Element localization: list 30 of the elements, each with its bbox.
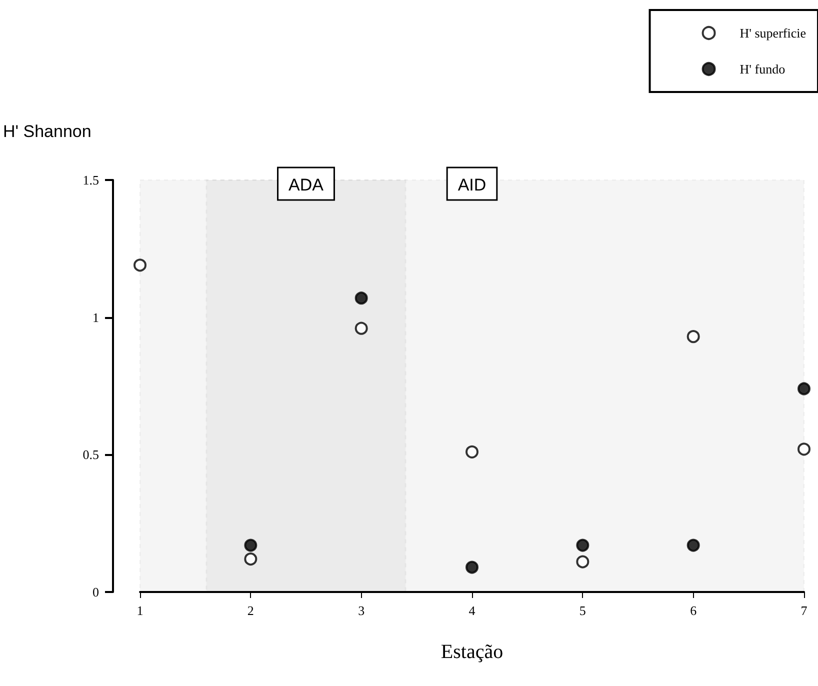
x-tick-label: 5 — [579, 603, 586, 618]
point — [576, 555, 590, 568]
point — [244, 552, 258, 566]
legend-label: H' superficie — [740, 26, 806, 40]
y-tick-label: 1.5 — [82, 172, 99, 188]
x-tick-label: 3 — [358, 603, 365, 618]
point — [576, 538, 590, 552]
y-axis-title: H' Shannon — [3, 122, 92, 141]
point — [686, 538, 700, 552]
x-axis-title: Estação — [440, 641, 504, 663]
legend-label: H' fundo — [740, 62, 786, 76]
band-label: AID — [458, 175, 486, 194]
point — [798, 382, 810, 396]
y-tick-label: 0.5 — [82, 447, 99, 462]
point — [466, 445, 478, 458]
point — [686, 330, 700, 344]
point — [466, 560, 478, 574]
point — [354, 322, 368, 335]
y-tick-label: 0 — [92, 584, 99, 600]
band-label: ADA — [288, 175, 324, 194]
point — [798, 442, 810, 456]
x-tick-label: 6 — [690, 603, 698, 618]
point — [134, 258, 146, 272]
x-tick-label: 1 — [136, 603, 144, 618]
point — [354, 292, 368, 305]
x-tick-label: 7 — [800, 603, 808, 618]
y-tick-label: 1 — [92, 310, 99, 325]
x-tick-label: 2 — [247, 603, 254, 618]
x-tick-label: 4 — [468, 603, 476, 618]
point — [244, 538, 258, 552]
